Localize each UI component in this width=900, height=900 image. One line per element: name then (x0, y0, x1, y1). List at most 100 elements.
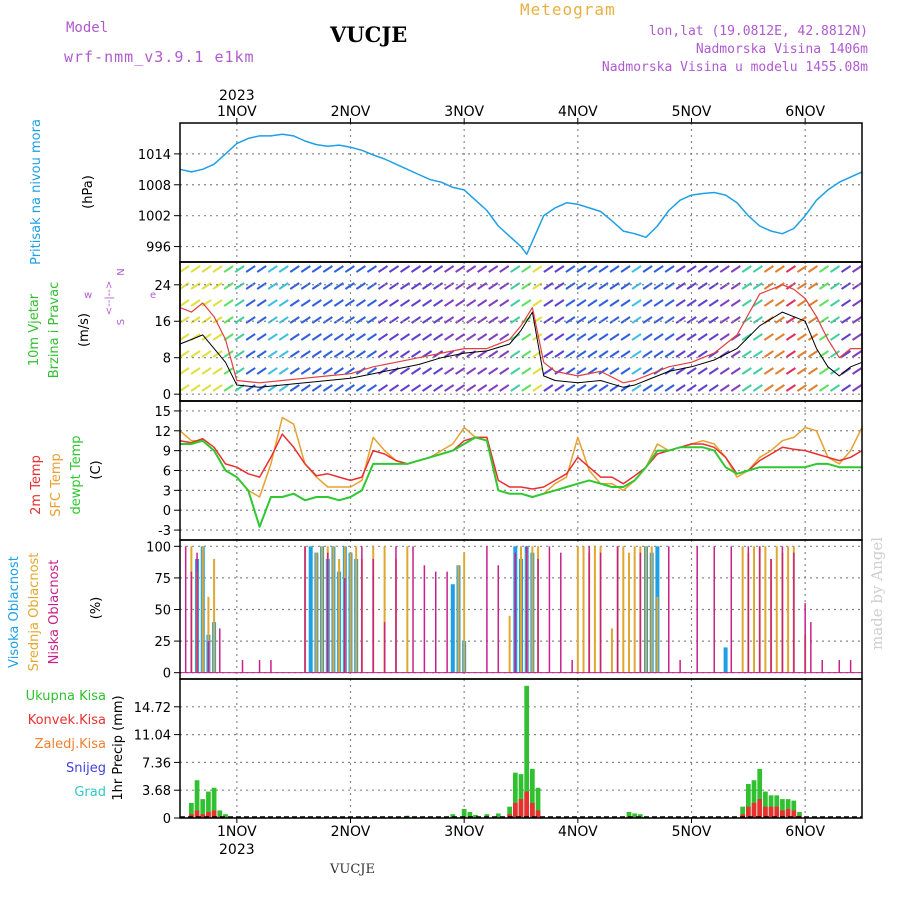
precip-total-bar (530, 768, 535, 818)
wind-axis-label-1: 10m Vjetar (27, 293, 42, 366)
wind-arrow (532, 350, 543, 358)
wind-arrow (807, 350, 819, 358)
wind-arrow (499, 299, 510, 307)
wind-arrow (554, 282, 565, 290)
wind-arrow (763, 299, 774, 307)
wind-arrow (477, 384, 488, 392)
wind-arrow (587, 384, 598, 392)
cloud-bar (520, 546, 522, 673)
precip-convective-bar (780, 810, 785, 818)
wind-arrow (609, 282, 620, 290)
precip-total-bar (211, 787, 217, 818)
wind-arrow (532, 333, 543, 341)
wind-arrow (554, 350, 565, 358)
cloud-bar (190, 571, 193, 673)
cloud-bar (372, 558, 374, 673)
wind-arrow (807, 282, 819, 290)
wind-arrow (763, 282, 774, 290)
wind-arrow (256, 265, 267, 273)
wind-arrow (565, 265, 576, 273)
wind-arrow (488, 384, 499, 392)
wind-arrow (234, 367, 245, 375)
wind-arrow (807, 367, 819, 375)
wind-arrow (576, 367, 587, 375)
cloud-bar (207, 641, 210, 673)
cloud-bar (450, 584, 455, 673)
cloud-bar (593, 546, 596, 673)
wind-arrow (256, 350, 267, 358)
wind-arrow (300, 350, 311, 358)
wind-arrow (785, 333, 796, 341)
wind-arrow (576, 384, 587, 392)
precip-convective-bar (524, 791, 530, 818)
wind-arrow (664, 316, 675, 324)
wind-arrow (510, 299, 521, 307)
cloud-bar (258, 660, 261, 673)
cloud-bar (753, 546, 756, 673)
precip-convective-bar (785, 808, 791, 818)
precip-legend-3: Snijeg (66, 761, 106, 776)
wind-arrow (796, 299, 807, 307)
elevation-label: Nadmorska Visina 1406m (695, 42, 868, 57)
wind-arrow (642, 350, 653, 358)
wind-arrow (433, 265, 444, 273)
wind-arrow (510, 316, 521, 324)
wind-arrow (829, 384, 841, 392)
wind-dir-ns-arrow: <--|--> (104, 281, 115, 316)
wind-arrow (598, 299, 609, 307)
precip-convective-bar (189, 814, 194, 818)
wind-arrow (796, 367, 807, 375)
panel-frame (179, 678, 863, 819)
wind-arrow (829, 316, 841, 324)
precip-total-bar (467, 811, 473, 818)
wind-arrow (388, 299, 400, 307)
wind-arrow (642, 282, 653, 290)
wind-arrow (708, 299, 719, 307)
wind-arrow (410, 333, 422, 341)
wind-arrow (774, 350, 785, 358)
wind-arrow (852, 299, 863, 307)
wind-arrow (179, 333, 190, 341)
wind-speed-line (179, 311, 863, 388)
wind-arrow (730, 299, 741, 307)
wind-arrow (774, 316, 785, 324)
wind-arrow (322, 384, 333, 392)
wind-arrow (477, 265, 488, 273)
precip-total-bar (524, 685, 530, 818)
wind-arrow (300, 367, 311, 375)
x-label-top: 4NOV (558, 104, 598, 120)
footer-station: VUCJE (330, 862, 375, 877)
wind-arrow (785, 350, 796, 358)
wind-arrow (642, 333, 653, 341)
wind-arrow (444, 265, 455, 273)
wind-arrow (642, 367, 653, 375)
cloud-bar (645, 546, 648, 673)
wind-arrow (818, 333, 830, 341)
cloud-bar (679, 660, 681, 673)
wind-arrow (322, 367, 333, 375)
precip-convective-bar (768, 806, 774, 818)
wind-arrow (686, 350, 697, 358)
wind-arrow (422, 299, 433, 307)
wind-arrow (576, 282, 587, 290)
wind-arrow (190, 367, 201, 375)
wind-arrow (366, 367, 377, 375)
precip-convective-bar (211, 810, 217, 818)
wind-arrow (829, 282, 841, 290)
wind-arrow (774, 265, 785, 273)
pressure-line (179, 133, 863, 256)
wind-arrow (852, 316, 863, 324)
wind-arrow (388, 384, 400, 392)
wind-arrow (289, 367, 300, 375)
precip-total-bar (189, 802, 194, 818)
wind-arrow (201, 265, 212, 273)
wind-arrow (609, 316, 620, 324)
wind-arrow (763, 350, 774, 358)
x-year-bottom: 2023 (219, 842, 255, 858)
y-tick-label: 8 (163, 352, 171, 367)
wind-arrow (609, 367, 620, 375)
wind-arrow (796, 265, 807, 273)
wind-arrow (653, 333, 664, 341)
cloud-bar (497, 565, 500, 673)
wind-arrow (377, 367, 389, 375)
